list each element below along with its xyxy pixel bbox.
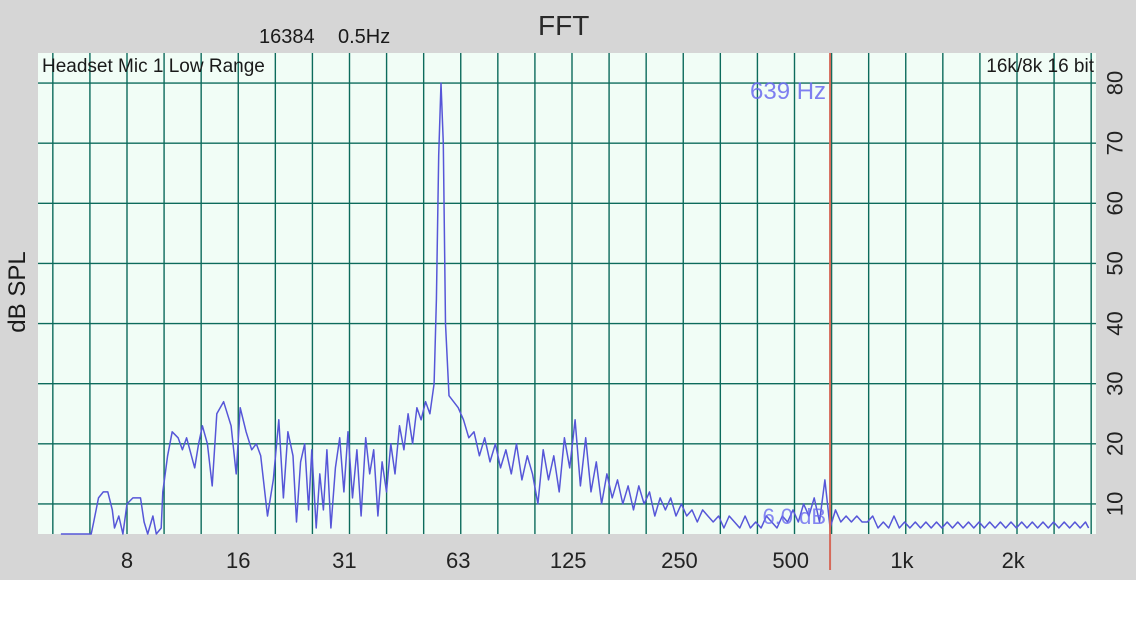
y-tick-label: 40 bbox=[1103, 311, 1128, 335]
spectrum-trace bbox=[60, 82, 1090, 535]
sample-format-label: 16k/8k 16 bit bbox=[986, 56, 1094, 77]
x-tick-label: 31 bbox=[332, 548, 356, 573]
fft-size-label: 16384 bbox=[259, 26, 315, 48]
fft-plot[interactable]: 8 16 31 63 125 250 500 1k 2k 10 20 30 40 50 60 70 80 He… bbox=[0, 0, 1136, 580]
input-source-label: Headset Mic 1 Low Range bbox=[42, 56, 265, 77]
x-tick-label: 16 bbox=[226, 548, 250, 573]
y-tick-label: 80 bbox=[1103, 71, 1128, 95]
vertical-gridlines bbox=[52, 53, 1092, 534]
y-tick-labels: 10 20 30 40 50 60 70 80 bbox=[1103, 71, 1128, 516]
empty-area bbox=[0, 580, 1136, 640]
plot-area bbox=[38, 53, 1096, 534]
y-tick-label: 60 bbox=[1103, 191, 1128, 215]
x-tick-label: 8 bbox=[121, 548, 133, 573]
y-tick-label: 30 bbox=[1103, 371, 1128, 395]
x-tick-label: 250 bbox=[661, 548, 698, 573]
x-tick-labels: 8 16 31 63 125 250 500 1k 2k bbox=[121, 548, 1026, 573]
x-tick-label: 500 bbox=[772, 548, 809, 573]
y-tick-label: 20 bbox=[1103, 432, 1128, 456]
y-tick-label: 10 bbox=[1103, 492, 1128, 516]
x-tick-label: 63 bbox=[446, 548, 470, 573]
cursor-frequency-readout: 639 Hz bbox=[750, 78, 826, 105]
y-tick-label: 70 bbox=[1103, 131, 1128, 155]
x-tick-label: 1k bbox=[890, 548, 914, 573]
y-tick-label: 50 bbox=[1103, 251, 1128, 275]
x-tick-label: 125 bbox=[550, 548, 587, 573]
cursor-level-readout: 6.0 dB bbox=[762, 504, 826, 529]
fft-window: FFT 16384 0.5Hz dB SPL 8 16 31 63 125 250 500 1… bbox=[0, 0, 1136, 580]
fft-resolution-label: 0.5Hz bbox=[338, 26, 391, 48]
chart-title: FFT bbox=[538, 10, 590, 41]
x-tick-label: 2k bbox=[1002, 548, 1026, 573]
